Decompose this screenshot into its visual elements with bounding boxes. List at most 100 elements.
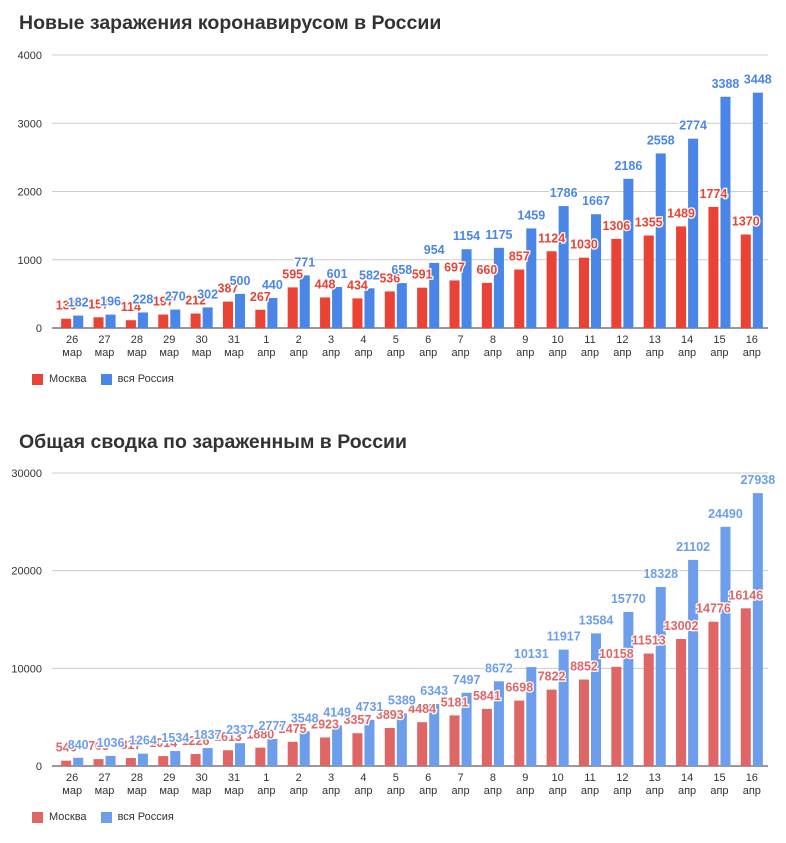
chart1-xtick-month-0: мар (62, 347, 82, 359)
chart2-xtick-day-11: 6 (425, 772, 431, 784)
chart1-data-label-moscow-2: 114 (121, 300, 141, 314)
chart1-xtick-month-17: апр (613, 347, 631, 359)
chart2-legend-item-moscow: Москва (32, 811, 87, 823)
chart1-bar-russia-19 (688, 138, 699, 328)
chart1-data-label-moscow-10: 536 (379, 271, 400, 285)
chart1-legend-swatch-russia (100, 373, 112, 385)
chart2-xtick-day-17: 12 (616, 772, 628, 784)
chart1-bar-russia-18 (655, 153, 666, 328)
chart1-bar-moscow-14 (514, 269, 525, 328)
chart1-data-label-russia-20: 3388 (712, 77, 740, 91)
chart2-bar-moscow-5 (222, 750, 233, 766)
chart1-xtick-day-2: 28 (131, 334, 143, 346)
chart2-xtick-month-10: апр (387, 785, 405, 797)
chart2-xtick-day-0: 26 (66, 772, 78, 784)
chart1-data-label-moscow-12: 697 (444, 260, 465, 274)
chart2-data-label-russia-17: 15770 (611, 592, 646, 606)
chart2-legend-label-moscow: Москва (49, 811, 87, 823)
chart1-bar-moscow-17 (611, 238, 622, 328)
chart2-xtick-month-20: апр (710, 785, 728, 797)
chart2-bar-moscow-12 (449, 715, 460, 766)
chart2-legend-label-russia: вся Россия (117, 811, 174, 823)
chart1-data-label-russia-5: 500 (230, 274, 251, 288)
chart2-data-label-russia-14: 10131 (514, 647, 549, 661)
chart2-data-label-moscow-18: 11513 (632, 634, 666, 648)
chart2-data-label-russia-18: 18328 (643, 567, 678, 581)
chart2-data-label-russia-11: 6343 (420, 684, 448, 698)
chart1-data-label-moscow-11: 591 (412, 268, 433, 282)
chart2-xtick-month-16: апр (581, 785, 599, 797)
chart2-bar-russia-4 (202, 748, 213, 766)
chart2-xtick-month-15: апр (549, 785, 567, 797)
chart2-data-label-moscow-16: 8852 (570, 660, 598, 674)
chart1-bar-russia-3 (170, 309, 181, 328)
chart1-xtick-day-3: 29 (163, 334, 175, 346)
chart2-data-label-russia-7: 3548 (291, 711, 319, 725)
chart2-data-label-russia-9: 4731 (356, 700, 384, 714)
chart2-data-label-russia-4: 1837 (194, 728, 222, 742)
chart1-xtick-day-16: 11 (584, 334, 595, 346)
chart1-xtick-day-7: 2 (296, 334, 302, 346)
chart1-bar-moscow-19 (676, 226, 687, 328)
chart1-data-label-russia-19: 2774 (679, 119, 707, 133)
chart2-xtick-month-5: мар (224, 785, 244, 797)
chart2-data-label-moscow-2: 817 (120, 738, 141, 752)
chart1-data-label-moscow-18: 1355 (635, 216, 663, 230)
chart2-data-label-moscow-11: 4484 (408, 702, 436, 716)
chart1-bar-russia-6 (267, 297, 278, 328)
chart2-xtick-month-19: апр (678, 785, 696, 797)
chart1-xtick-day-4: 30 (196, 334, 208, 346)
chart1-bar-russia-4 (202, 307, 213, 328)
chart2-data-label-russia-8: 4149 (323, 705, 351, 719)
chart1-xtick-day-14: 9 (522, 334, 528, 346)
chart1-bar-moscow-2 (125, 320, 136, 328)
chart2-bar-moscow-9 (352, 733, 363, 766)
chart2-data-label-russia-3: 1534 (161, 731, 189, 745)
chart2-bar-russia-17 (623, 611, 634, 766)
chart1-data-label-russia-6: 440 (262, 278, 283, 292)
chart2-xtick-day-15: 10 (552, 772, 564, 784)
chart2-data-label-russia-1: 1036 (97, 736, 125, 750)
chart1-bar-russia-13 (493, 247, 504, 328)
chart1-data-label-russia-7: 771 (294, 255, 315, 269)
chart1-data-label-moscow-17: 1306 (602, 219, 630, 233)
chart1-data-label-russia-3: 270 (165, 290, 186, 304)
chart2-bar-moscow-19 (676, 639, 687, 766)
chart1-xtick-day-5: 31 (228, 334, 240, 346)
chart1-data-label-russia-4: 302 (197, 287, 218, 301)
chart1-xtick-month-7: апр (290, 347, 308, 359)
chart2-bar-russia-20 (720, 526, 731, 766)
chart2-data-label-moscow-10: 3893 (376, 708, 404, 722)
chart1-xtick-day-10: 5 (393, 334, 399, 346)
chart1-data-label-moscow-15: 1124 (538, 231, 565, 245)
chart2-bar-moscow-13 (481, 708, 492, 766)
chart1-data-label-moscow-13: 660 (476, 263, 497, 277)
chart1-bar-moscow-16 (578, 257, 589, 328)
chart2-xtick-month-7: апр (290, 785, 308, 797)
chart2-legend-swatch-russia (100, 811, 112, 823)
chart2-data-label-russia-15: 11917 (547, 630, 581, 644)
chart2-legend: Москва вся Россия (32, 811, 174, 823)
chart2-xtick-month-18: апр (646, 785, 664, 797)
chart1-bar-moscow-12 (449, 280, 460, 328)
chart2-xtick-day-4: 30 (196, 772, 208, 784)
chart2-data-label-moscow-13: 5841 (473, 689, 501, 703)
chart2-bar-russia-13 (493, 681, 504, 766)
chart2-data-label-moscow-3: 1014 (149, 736, 177, 750)
chart2-xtick-month-17: апр (613, 785, 631, 797)
chart1-xtick-month-3: мар (159, 347, 179, 359)
chart1-data-label-moscow-0: 136 (56, 299, 77, 313)
chart2-bar-moscow-17 (611, 666, 622, 766)
chart2-legend-item-russia: вся Россия (100, 811, 174, 823)
chart1-xtick-day-0: 26 (66, 334, 78, 346)
chart1-bar-russia-10 (396, 283, 407, 328)
chart2-bar-russia-3 (170, 751, 181, 766)
chart2-bar-russia-6 (267, 738, 278, 766)
chart1-legend-item-russia: вся Россия (100, 373, 174, 385)
chart2-xtick-day-21: 16 (746, 772, 758, 784)
chart1-bar-moscow-1 (93, 317, 104, 328)
chart1-xtick-day-19: 14 (681, 334, 693, 346)
chart1-data-label-moscow-20: 1774 (700, 187, 728, 201)
chart1-xtick-month-11: апр (419, 347, 437, 359)
chart2-bar-moscow-11 (417, 722, 428, 766)
